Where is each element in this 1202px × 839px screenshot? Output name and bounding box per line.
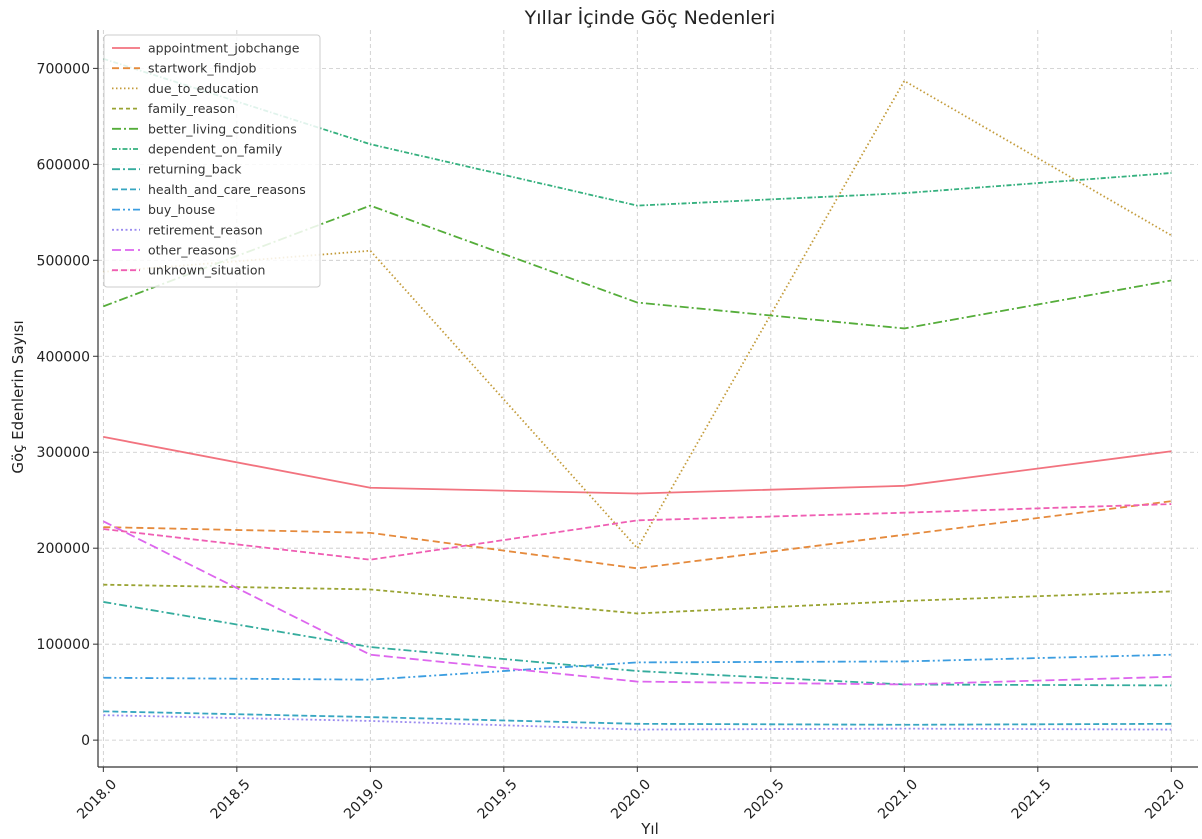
y-tick-label: 400000: [37, 349, 90, 365]
series-line-startwork-findjob: [103, 500, 1172, 570]
legend-label: startwork_findjob: [148, 61, 256, 76]
legend-label: appointment_jobchange: [148, 41, 300, 56]
x-axis-label: Yıl: [640, 820, 659, 838]
y-tick-label: 0: [81, 733, 90, 749]
legend-item: startwork_findjob: [112, 61, 256, 76]
x-tick-label: 2018.0: [74, 777, 120, 823]
x-tick-label: 2019.0: [341, 777, 387, 823]
legend-item: better_living_conditions: [112, 121, 297, 136]
legend-item: other_reasons: [112, 243, 236, 258]
x-tick-label: 2019.5: [475, 777, 521, 823]
legend-item: family_reason: [112, 101, 235, 116]
legend-label: other_reasons: [148, 243, 236, 258]
series-line-other-reasons: [102, 520, 1172, 686]
legend-label: due_to_education: [148, 81, 259, 96]
y-tick-label: 200000: [37, 541, 90, 557]
series-line-unknown-situation: [103, 503, 1172, 561]
y-tick-label: 300000: [37, 445, 90, 461]
legend-item: returning_back: [112, 162, 242, 177]
legend-label: buy_house: [148, 202, 216, 217]
legend-label: better_living_conditions: [148, 121, 297, 136]
legend-item: health_and_care_reasons: [112, 182, 306, 197]
legend-label: health_and_care_reasons: [148, 182, 306, 197]
legend-item: unknown_situation: [112, 263, 265, 278]
x-tick-label: 2018.5: [208, 777, 254, 823]
series-line-due-to-education: [103, 79, 1172, 550]
legend-item: due_to_education: [112, 81, 259, 96]
legend-label: unknown_situation: [148, 263, 265, 278]
y-tick-label: 700000: [37, 61, 90, 77]
legend-box: [103, 34, 321, 288]
series-line-returning-back: [103, 601, 1172, 687]
legend-item: buy_house: [112, 202, 216, 217]
legend-label: retirement_reason: [148, 222, 263, 237]
legend-label: family_reason: [148, 101, 235, 116]
legend-items: appointment_jobchange startwork_findjobdu…: [112, 41, 306, 278]
y-tick-label: 600000: [37, 157, 90, 173]
legend-item: retirement_reason: [112, 222, 263, 237]
x-tick-label: 2020.5: [742, 777, 788, 823]
legend: appointment_jobchange startwork_findjobdu…: [103, 34, 321, 288]
y-tick-label: 500000: [37, 253, 90, 269]
legend-label: returning_back: [148, 162, 242, 177]
grid-layer: [98, 30, 1198, 767]
legend-item: appointment_jobchange: [112, 41, 300, 56]
x-tick-label: 2021.5: [1009, 777, 1055, 823]
legend-label: dependent_on_family: [148, 142, 283, 157]
y-axis-label: Göç Edenlerin Sayısı: [9, 320, 27, 473]
x-tick-label: 2022.0: [1142, 777, 1188, 823]
y-tick-label: 100000: [37, 637, 90, 653]
legend-item: dependent_on_family: [112, 142, 283, 157]
chart-title: Yıllar İçinde Göç Nedenleri: [524, 6, 776, 29]
x-tick-label: 2020.0: [608, 777, 654, 823]
x-tick-label: 2021.0: [875, 777, 921, 823]
